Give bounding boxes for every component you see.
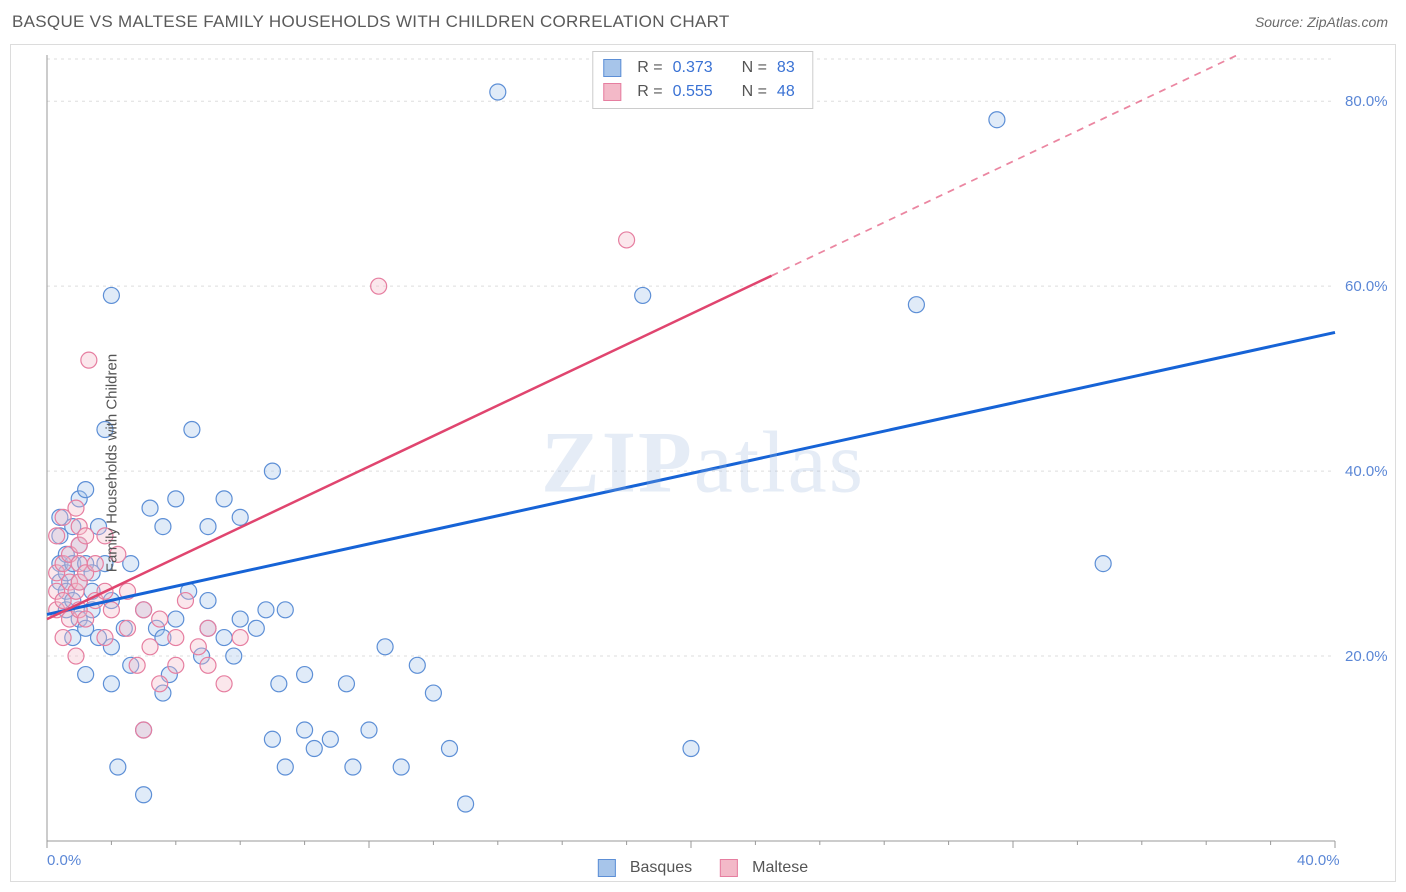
correlation-legend: R = 0.373 N = 83 R = 0.555 N = 48 <box>592 51 813 109</box>
r-label: R = <box>637 80 662 104</box>
swatch-icon <box>720 859 738 877</box>
bottom-legend: Basques Maltese <box>598 859 808 877</box>
legend-label: Maltese <box>752 859 808 877</box>
svg-text:80.0%: 80.0% <box>1345 93 1388 110</box>
legend-row-basques: R = 0.373 N = 83 <box>603 56 794 80</box>
y-axis-label: Family Households with Children <box>104 354 121 572</box>
svg-text:40.0%: 40.0% <box>1345 463 1388 480</box>
svg-text:0.0%: 0.0% <box>47 852 81 869</box>
r-value: 0.373 <box>673 56 713 80</box>
legend-row-maltese: R = 0.555 N = 48 <box>603 80 794 104</box>
swatch-icon <box>603 83 621 101</box>
svg-text:20.0%: 20.0% <box>1345 648 1388 665</box>
swatch-icon <box>603 59 621 77</box>
chart-title: BASQUE VS MALTESE FAMILY HOUSEHOLDS WITH… <box>12 12 730 32</box>
svg-text:40.0%: 40.0% <box>1297 852 1340 869</box>
chart-container: Family Households with Children ZIPatlas… <box>10 44 1396 882</box>
swatch-icon <box>598 859 616 877</box>
n-label: N = <box>742 56 767 80</box>
scatter-plot: 20.0% 40.0% 60.0% 80.0% 0.0% 40.0% <box>11 45 1395 881</box>
chart-source: Source: ZipAtlas.com <box>1255 14 1388 30</box>
n-value: 83 <box>777 56 795 80</box>
legend-item-maltese: Maltese <box>720 859 808 877</box>
legend-label: Basques <box>630 859 692 877</box>
n-label: N = <box>742 80 767 104</box>
n-value: 48 <box>777 80 795 104</box>
r-value: 0.555 <box>673 80 713 104</box>
r-label: R = <box>637 56 662 80</box>
legend-item-basques: Basques <box>598 859 692 877</box>
svg-text:60.0%: 60.0% <box>1345 278 1388 295</box>
